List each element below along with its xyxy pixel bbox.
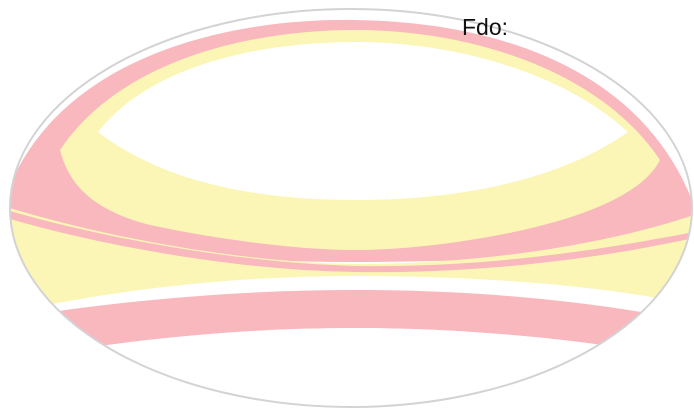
seal-pink-band-bottom	[10, 290, 692, 362]
seal-white-window-top	[98, 42, 628, 200]
seal-outline	[9, 8, 693, 408]
signature-label: Fdo:	[462, 14, 509, 40]
